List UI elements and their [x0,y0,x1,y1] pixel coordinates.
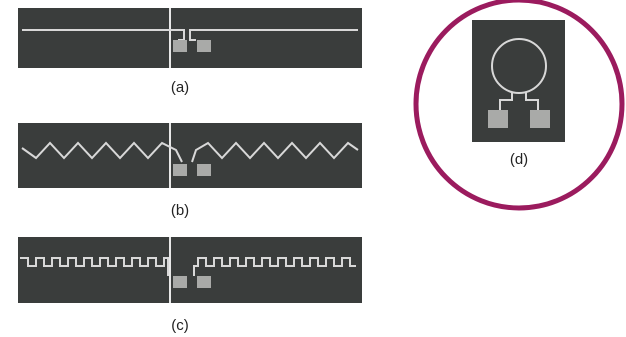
pad [488,110,508,128]
figure: (a) (b) (c) (d) [0,0,626,337]
micrograph [18,237,362,303]
panel-c: (c) [18,237,362,334]
panel-label: (c) [171,317,189,334]
panel-label: (a) [171,79,189,96]
panel-a: (a) [18,8,362,96]
pad [197,40,211,52]
pad [197,276,211,288]
panel-label: (b) [171,202,189,219]
pad [173,40,187,52]
panel-b: (b) [18,123,362,219]
pad [197,164,211,176]
page: (a) (b) (c) (d) (() => { const data = JS… [0,0,626,337]
panel-d: (d) [416,0,622,208]
pad [530,110,550,128]
pad [173,164,187,176]
panel-label: (d) [510,151,528,168]
micrograph [18,123,362,188]
pad [173,276,187,288]
